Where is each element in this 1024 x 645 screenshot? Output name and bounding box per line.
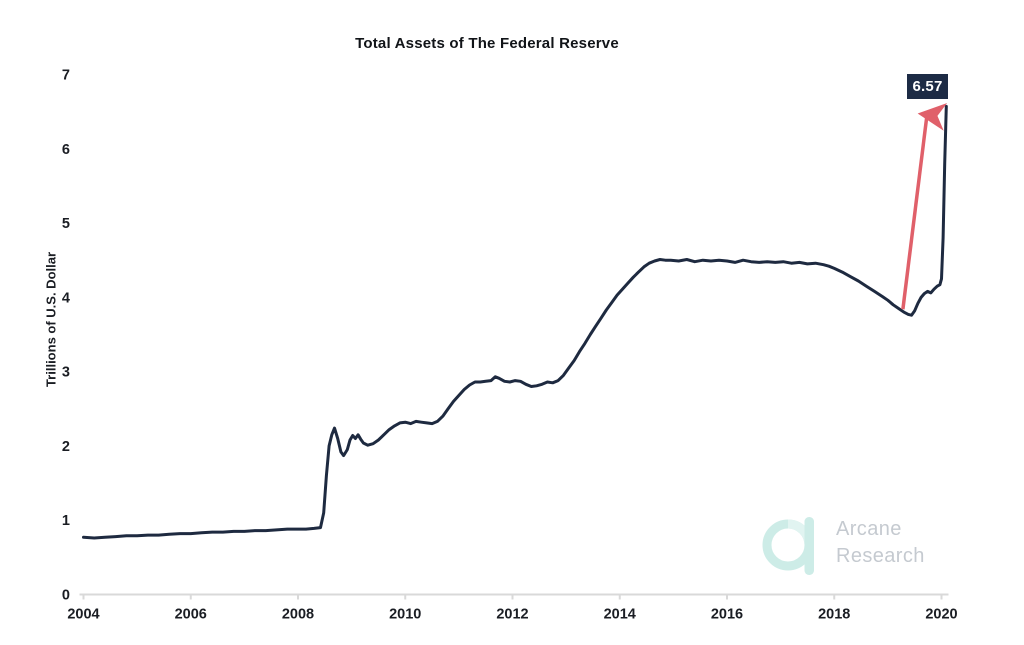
y-tick-label: 0: [62, 588, 70, 604]
x-tick-label: 2004: [67, 607, 99, 623]
brand-name-line2: Research: [836, 545, 925, 567]
annotation-arrow: [901, 103, 948, 310]
annotation-value-badge: 6.57: [907, 74, 948, 99]
y-tick-label: 2: [62, 439, 70, 455]
y-tick-label: 6: [62, 142, 70, 158]
y-tick-label: 3: [62, 365, 70, 381]
y-tick-label: 1: [62, 513, 70, 529]
x-tick-label: 2014: [604, 607, 636, 623]
assets-line-series: [82, 104, 948, 540]
y-tick-label: 7: [62, 68, 70, 84]
y-tick-label: 4: [62, 290, 70, 306]
arcane-logo-icon: [762, 517, 814, 575]
brand-name-line1: Arcane: [836, 518, 902, 540]
x-tick-label: 2006: [175, 607, 207, 623]
x-tick-label: 2016: [711, 607, 743, 623]
annotation-value-text: 6.57: [912, 78, 943, 95]
brand-watermark: Arcane Research: [762, 512, 962, 582]
x-tick-label: 2010: [389, 607, 421, 623]
chart-title: Total Assets of The Federal Reserve: [355, 35, 619, 52]
x-tick-label: 2018: [818, 607, 850, 623]
x-tick-label: 2012: [496, 607, 528, 623]
x-tick-label: 2020: [925, 607, 957, 623]
x-tick-label: 2008: [282, 607, 314, 623]
y-tick-label: 5: [62, 216, 70, 232]
